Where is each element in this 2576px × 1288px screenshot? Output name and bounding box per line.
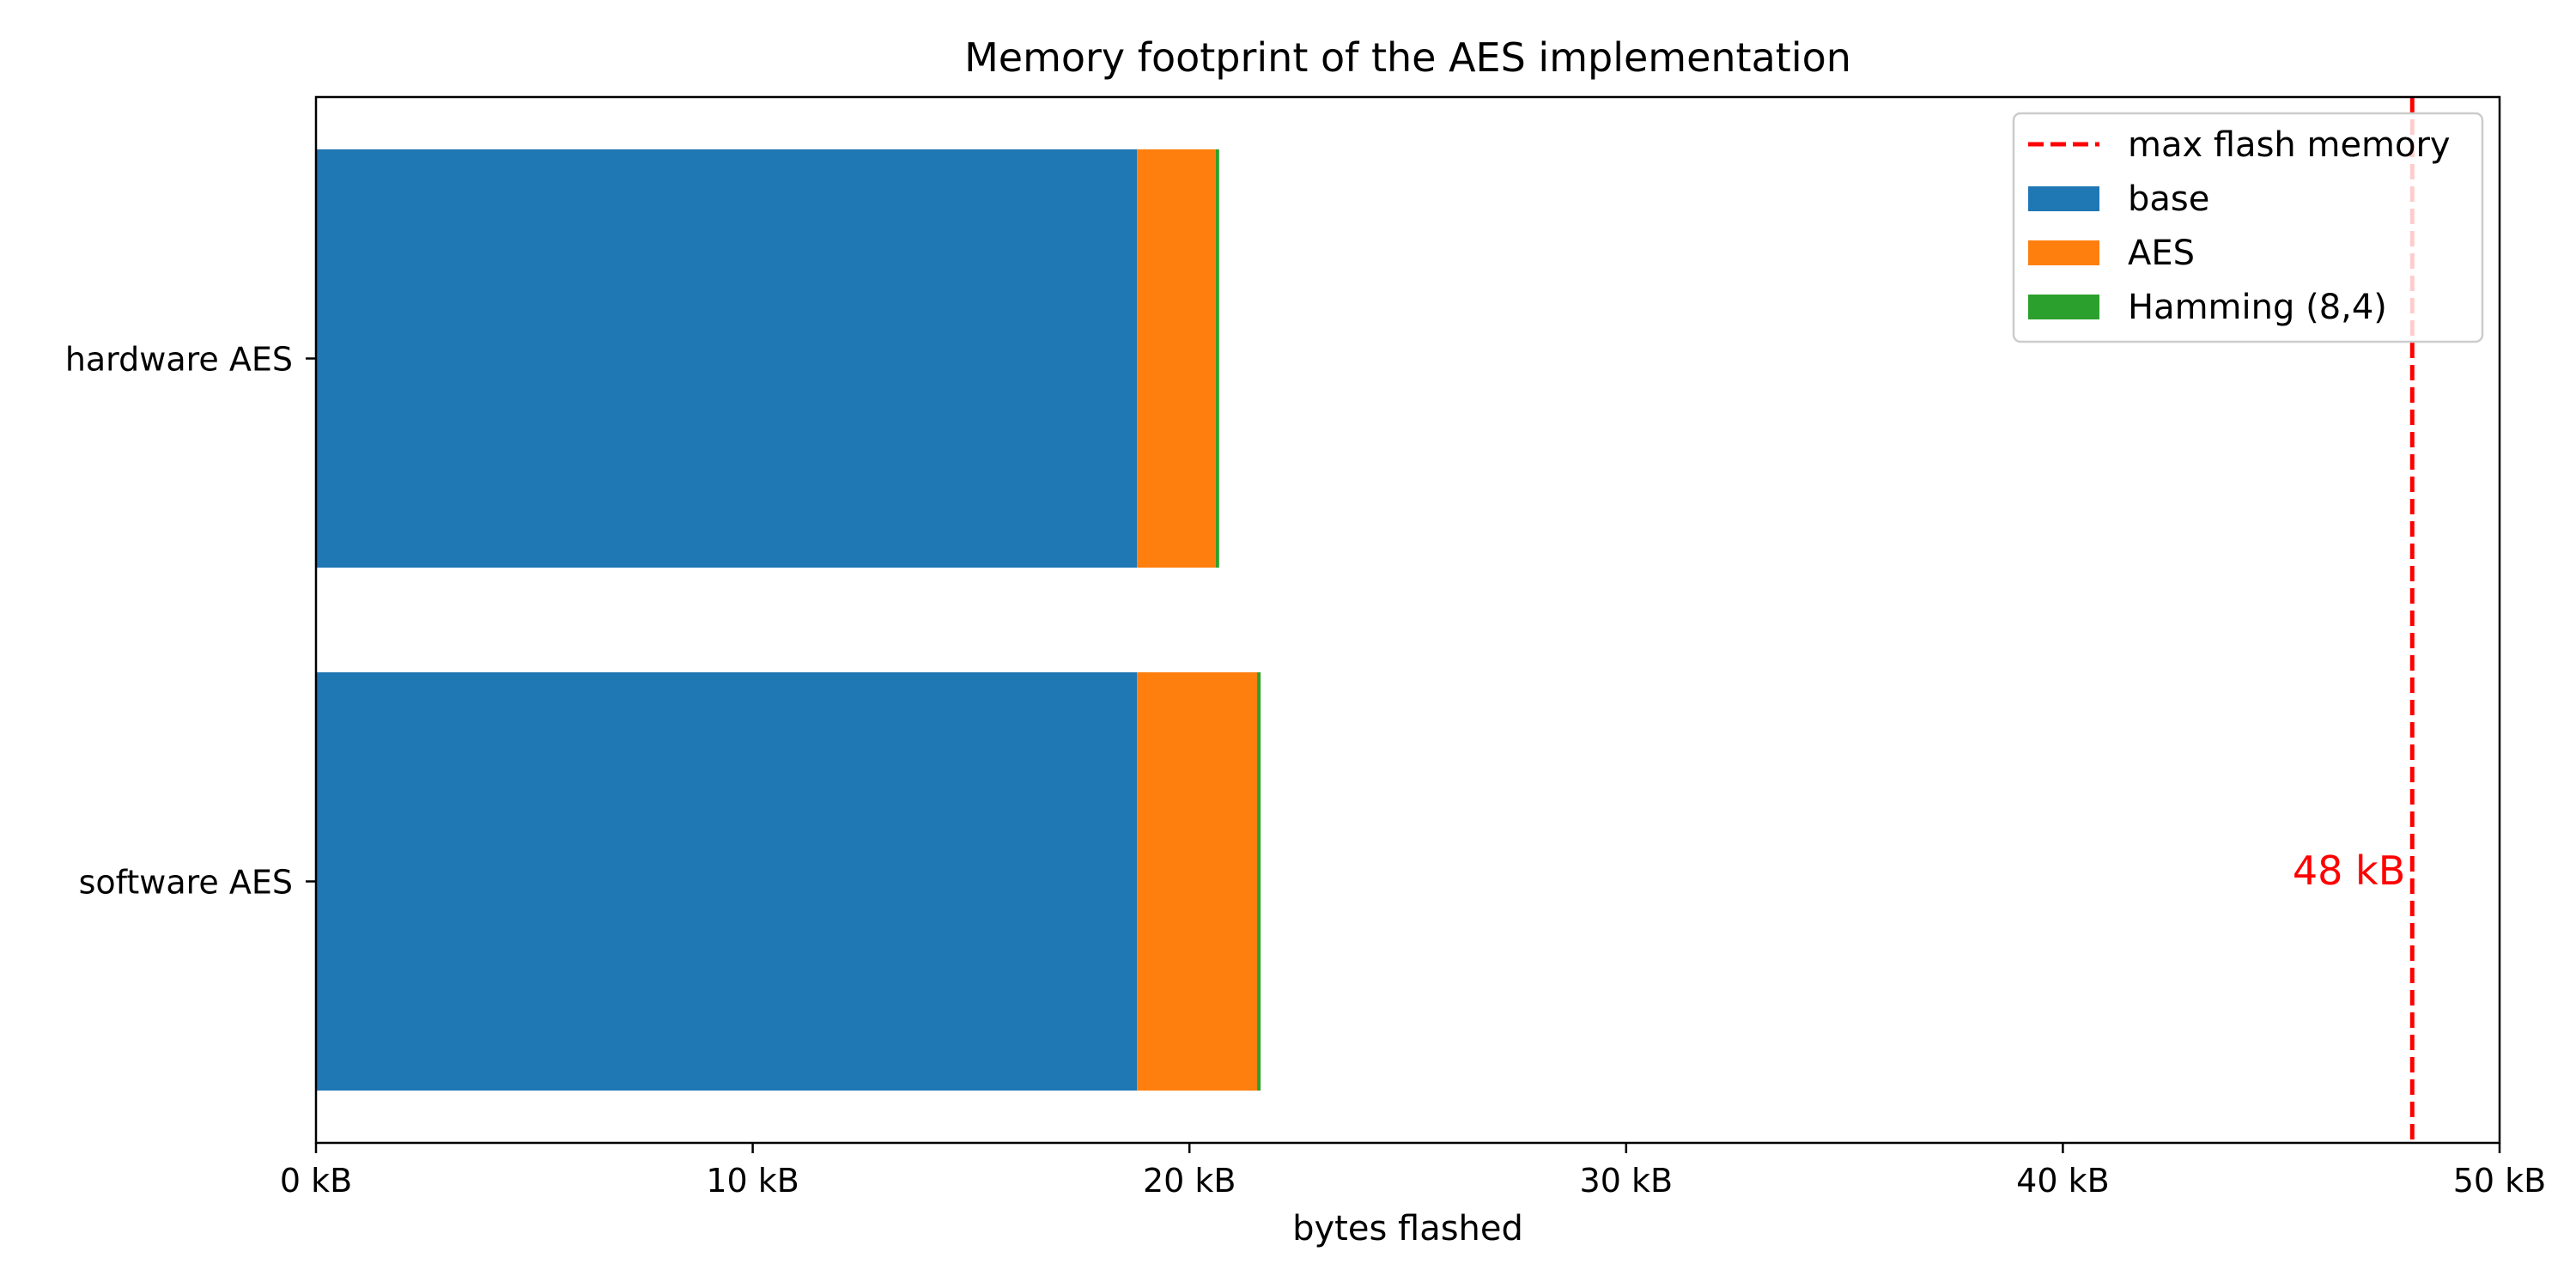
legend-item: max flash memory <box>2028 125 2451 165</box>
legend-item: AES <box>2028 234 2195 273</box>
bar-hamming-8-4--software-aes <box>1257 671 1261 1091</box>
chart-title: Memory footprint of the AES implementati… <box>964 34 1851 81</box>
legend: max flash memory base AES Hamming (8,4) <box>2012 112 2484 343</box>
legend-box <box>2012 112 2484 343</box>
bar-aes-software-aes <box>1137 671 1258 1091</box>
x-tick-label: 10 kB <box>706 1162 799 1200</box>
x-tick-label: 30 kB <box>1580 1162 1674 1200</box>
y-axis: hardware AES software AES <box>65 341 316 902</box>
plot-frame <box>314 95 2501 1145</box>
bars-layer <box>316 149 1261 1091</box>
legend-label: AES <box>2128 234 2195 273</box>
bar-base-hardware-aes <box>316 149 1138 568</box>
x-tick-label: 20 kB <box>1143 1162 1236 1200</box>
x-tick-label: 0 kB <box>280 1162 352 1200</box>
reference-line-layer: 48 kB <box>2293 97 2415 1143</box>
legend-label: Hamming (8,4) <box>2128 288 2387 327</box>
legend-swatch <box>2028 295 2099 319</box>
y-tick-label: software AES <box>79 864 293 902</box>
x-axis-title: bytes flashed <box>1292 1209 1523 1249</box>
x-tick-label: 50 kB <box>2453 1162 2547 1200</box>
bar-base-software-aes <box>316 671 1138 1091</box>
legend-item: base <box>2028 179 2209 219</box>
legend-swatch <box>2028 240 2099 265</box>
x-axis: 0 kB 10 kB 20 kB 30 kB 40 kB 50 kB <box>280 1143 2546 1200</box>
bar-hamming-8-4--hardware-aes <box>1215 149 1219 568</box>
bar-aes-hardware-aes <box>1137 149 1216 568</box>
max-flash-memory-annotation: 48 kB <box>2293 848 2405 894</box>
legend-item: Hamming (8,4) <box>2028 288 2387 327</box>
y-tick-label: hardware AES <box>65 341 293 379</box>
legend-label: base <box>2128 179 2209 219</box>
legend-label: max flash memory <box>2128 125 2451 165</box>
legend-swatch <box>2028 186 2099 211</box>
x-tick-label: 40 kB <box>2016 1162 2110 1200</box>
